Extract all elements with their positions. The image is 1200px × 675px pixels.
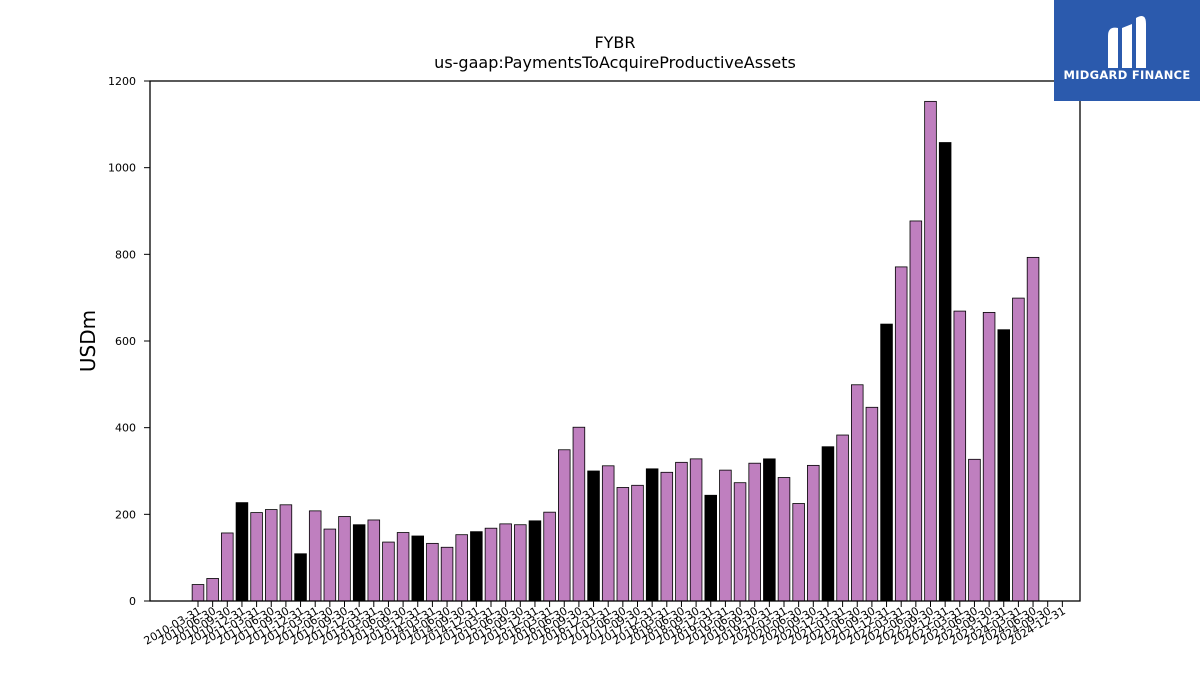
brand-logo: MIDGARD FINANCE (1054, 0, 1200, 101)
bar-2019-06-30 (733, 482, 747, 602)
bar-2015-09-30 (514, 524, 527, 602)
bar-2020-12-31 (821, 446, 835, 602)
y-tick-label: 200 (115, 508, 136, 521)
bar-2014-03-31 (426, 542, 439, 602)
bar-2014-09-30 (455, 534, 468, 602)
bar-2015-03-31 (484, 527, 498, 602)
bar-2014-06-30 (440, 546, 454, 602)
bar-2016-09-30 (572, 426, 586, 602)
bar-2022-09-30 (924, 100, 937, 602)
bar-2013-12-31 (411, 535, 424, 602)
bar-2014-12-31 (470, 531, 483, 602)
x-axis: 2010-03-312010-06-302010-09-302010-12-31… (142, 601, 1068, 648)
y-axis: 0 200 400 600 800 1000 1200 (108, 75, 150, 608)
bar-2019-09-30 (748, 462, 761, 602)
bar-2013-09-30 (396, 532, 410, 602)
bar-2018-06-30 (675, 461, 688, 602)
bar-2010-09-30 (221, 532, 234, 602)
midgard-mark-icon (1108, 16, 1146, 68)
bar-2017-09-30 (631, 484, 644, 602)
bars-group (191, 100, 1040, 602)
bar-2023-12-31 (997, 329, 1011, 602)
y-tick-label: 1000 (108, 162, 136, 175)
bar-2020-03-31 (777, 477, 791, 602)
bar-2024-03-31 (1012, 297, 1025, 602)
brand-name: MIDGARD FINANCE (1063, 68, 1191, 82)
bar-2019-12-31 (763, 458, 776, 602)
bar-2011-09-30 (279, 504, 293, 602)
bar-2011-06-30 (264, 509, 278, 602)
bar-2024-06-30 (1026, 256, 1040, 602)
bar-2016-12-31 (587, 470, 600, 602)
bar-2015-06-30 (499, 523, 512, 602)
chart-title: FYBR (594, 33, 635, 52)
bar-2022-03-31 (894, 266, 908, 602)
bar-2018-12-31 (704, 494, 718, 602)
y-tick-label: 0 (129, 595, 136, 608)
bar-2017-03-31 (601, 465, 615, 602)
bar-2013-06-30 (382, 541, 395, 602)
bar-2019-03-31 (719, 469, 732, 602)
bar-2017-12-31 (645, 468, 659, 602)
y-axis-label: USDm (76, 310, 100, 372)
bar-2022-06-30 (909, 220, 923, 602)
bar-2021-06-30 (851, 384, 864, 602)
bar-2018-09-30 (689, 458, 703, 602)
bar-2023-03-31 (953, 310, 967, 602)
chart-subtitle: us-gaap:PaymentsToAcquireProductiveAsset… (434, 53, 796, 72)
bar-2023-09-30 (982, 311, 996, 602)
y-tick-label: 800 (115, 248, 136, 261)
bar-2021-03-31 (836, 434, 849, 602)
bar-2012-12-31 (352, 524, 366, 602)
bar-2016-06-30 (558, 449, 571, 602)
bar-2017-06-30 (616, 487, 630, 602)
plot-frame (149, 80, 1081, 602)
bar-2018-03-31 (660, 471, 674, 602)
bar-2012-06-30 (323, 528, 337, 602)
y-tick-label: 1200 (108, 75, 136, 88)
bar-2021-09-30 (865, 406, 879, 602)
bar-2016-03-31 (543, 511, 556, 602)
y-tick-label: 600 (115, 335, 136, 348)
bar-2015-12-31 (528, 520, 542, 602)
bar-2020-09-30 (807, 464, 820, 602)
bar-2023-06-30 (968, 458, 981, 602)
bar-2013-03-31 (367, 519, 381, 602)
bar-2010-03-31 (191, 584, 205, 602)
y-tick-label: 400 (115, 422, 136, 435)
bar-2012-03-31 (308, 510, 322, 602)
bar-2020-06-30 (792, 503, 805, 602)
bar-2011-12-31 (294, 553, 307, 602)
bar-2021-12-31 (880, 323, 893, 602)
bar-2022-12-31 (938, 142, 952, 602)
bar-2010-12-31 (235, 502, 249, 602)
bar-2012-09-30 (338, 516, 351, 602)
bar-2011-03-31 (250, 512, 263, 602)
bar-2010-06-30 (206, 578, 219, 602)
